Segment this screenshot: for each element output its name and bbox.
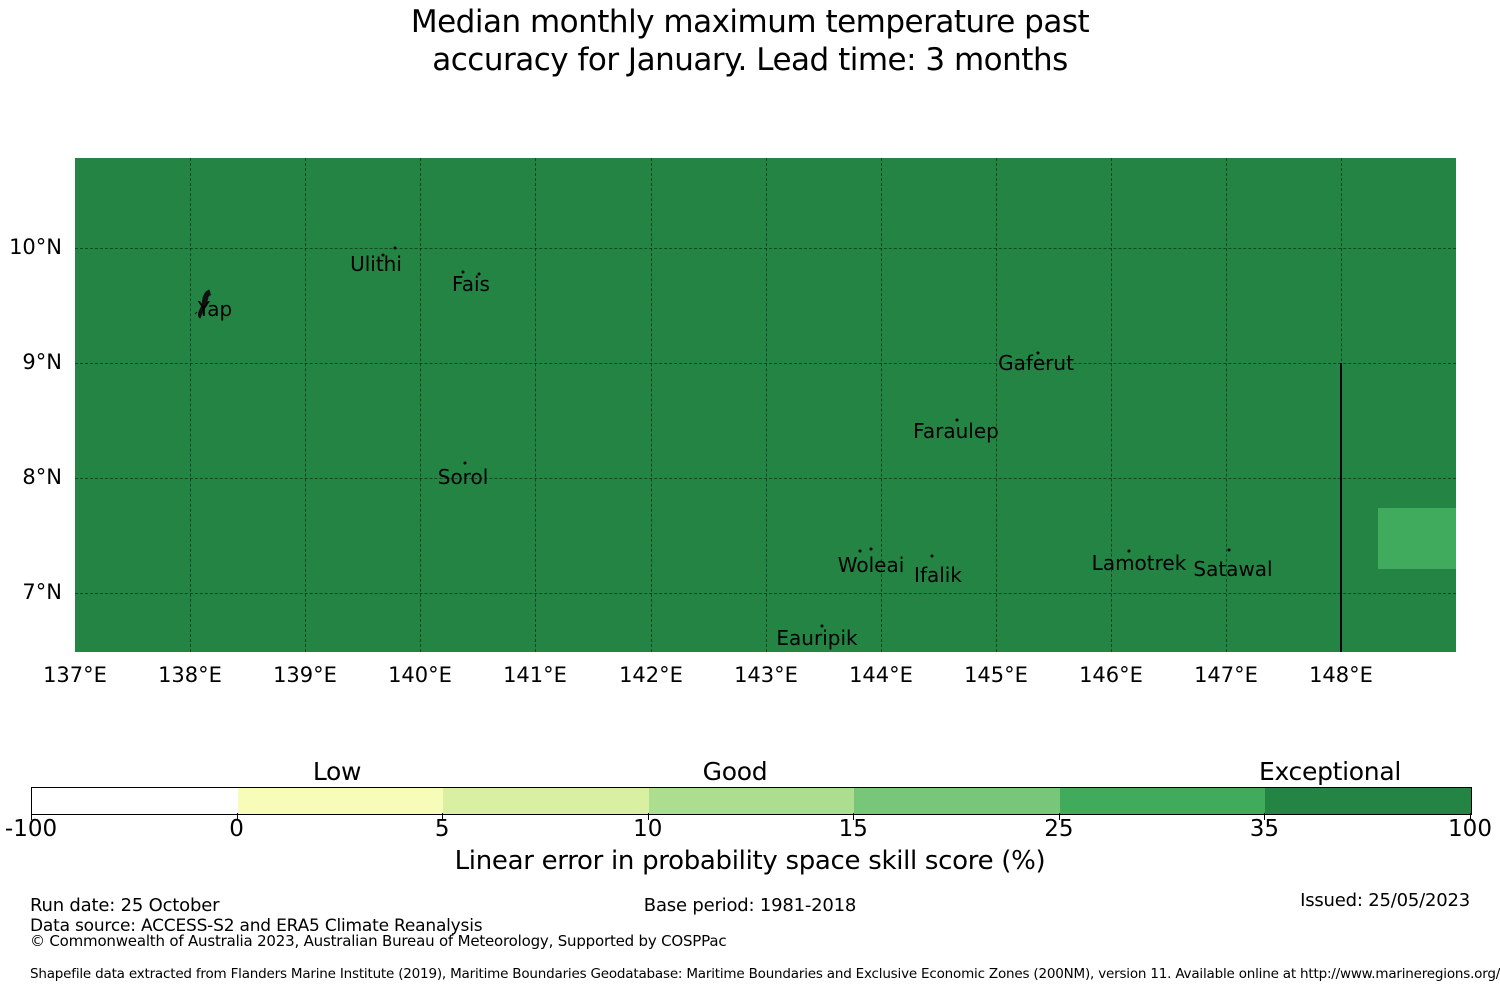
- y-axis-tick-10-n: 10°N: [9, 235, 62, 259]
- colorbar-tickmark-0: [236, 813, 238, 820]
- island-label-woleai: Woleai: [837, 553, 905, 577]
- longitude-gridline: [1111, 158, 1112, 652]
- colorbar-ticklabel-5: 5: [434, 816, 450, 842]
- colorbar-category-good: Good: [702, 757, 768, 786]
- island-label-gaferut: Gaferut: [998, 351, 1074, 375]
- longitude-gridline: [766, 158, 767, 652]
- longitude-gridline: [996, 158, 997, 652]
- chart-title-line2: accuracy for January. Lead time: 3 month…: [432, 42, 1068, 78]
- x-axis-tick-138-e: 138°E: [158, 663, 222, 687]
- colorbar-ticklabel-10: 10: [633, 816, 663, 842]
- x-axis-tick-143-e: 143°E: [734, 663, 798, 687]
- island-dot-eauripik: [820, 624, 824, 628]
- copyright-text: © Commonwealth of Australia 2023, Austra…: [30, 932, 727, 950]
- y-axis-tick-9-n: 9°N: [22, 350, 62, 374]
- chart-title-line1: Median monthly maximum temperature past: [410, 4, 1090, 40]
- colorbar-tickmark-5: [442, 813, 444, 820]
- x-axis-tick-147-e: 147°E: [1194, 663, 1258, 687]
- eez-boundary-line: [1340, 363, 1342, 652]
- colorbar-tickmark--100: [31, 813, 32, 820]
- colorbar-segment-5: [1059, 788, 1266, 814]
- latitude-gridline: [75, 248, 1456, 249]
- colorbar-segment-6: [1265, 788, 1471, 814]
- island-label-ifalik: Ifalik: [914, 563, 962, 587]
- colorbar-tickmark-100: [1470, 813, 1471, 820]
- island-label-eauripik: Eauripik: [776, 626, 858, 650]
- y-axis-tick-8-n: 8°N: [22, 465, 62, 489]
- colorbar-tickmark-25: [1058, 813, 1060, 820]
- island-dot-sorol: [463, 461, 467, 465]
- colorbar-axis-label: Linear error in probability space skill …: [454, 846, 1046, 876]
- x-axis-tick-139-e: 139°E: [273, 663, 337, 687]
- colorbar-segment-1: [237, 788, 444, 814]
- colorbar-category-exceptional: Exceptional: [1258, 757, 1402, 786]
- longitude-gridline: [420, 158, 421, 652]
- island-label-sorol: Sorol: [437, 465, 489, 489]
- colorbar: [31, 787, 1472, 815]
- island-dot-faraulep: [955, 418, 959, 422]
- chart-title: Median monthly maximum temperature past …: [0, 3, 1500, 79]
- base-period-text: Base period: 1981-2018: [643, 895, 857, 916]
- longitude-gridline: [651, 158, 652, 652]
- yap-island-shape: [194, 289, 212, 319]
- island-dot-woleai: [869, 547, 873, 551]
- colorbar-ticklabel-35: 35: [1249, 816, 1280, 842]
- island-label-ulithi: Ulithi: [350, 252, 402, 276]
- map-area: Yap Ulithi Fais Sorol Gaferut Faraulep Woleai I…: [75, 158, 1456, 652]
- island-label-fais: Fais: [452, 272, 490, 296]
- longitude-gridline: [535, 158, 536, 652]
- island-dot-gaferut: [1036, 351, 1040, 355]
- island-label-lamotrek: Lamotrek: [1091, 551, 1187, 575]
- latitude-gridline: [75, 478, 1456, 479]
- colorbar-segment-4: [854, 788, 1060, 814]
- island-dot-ifalik: [930, 554, 934, 558]
- longitude-gridline: [1226, 158, 1227, 652]
- x-axis-tick-140-e: 140°E: [388, 663, 452, 687]
- colorbar-category-low: Low: [312, 757, 362, 786]
- colorbar-segment-2: [443, 788, 649, 814]
- x-axis-tick-146-e: 146°E: [1079, 663, 1143, 687]
- y-axis-tick-7-n: 7°N: [22, 580, 62, 604]
- island-dot-fais: [477, 272, 481, 276]
- colorbar-ticklabel-0: 0: [229, 816, 244, 842]
- longitude-gridline: [881, 158, 882, 652]
- x-axis-tick-141-e: 141°E: [503, 663, 567, 687]
- x-axis-tick-148-e: 148°E: [1309, 663, 1373, 687]
- x-axis-tick-142-e: 142°E: [619, 663, 683, 687]
- skill-cell-lower-value: [1378, 508, 1456, 569]
- colorbar-tickmark-15: [853, 813, 855, 820]
- colorbar-tickmark-10: [647, 813, 649, 820]
- island-label-satawal: Satawal: [1193, 557, 1273, 581]
- island-dot-fais: [461, 270, 465, 274]
- island-dot-woleai: [858, 549, 862, 553]
- longitude-gridline: [305, 158, 306, 652]
- colorbar-ticklabel-100: 100: [1448, 816, 1492, 842]
- colorbar-segment-3: [648, 788, 855, 814]
- x-axis-tick-144-e: 144°E: [849, 663, 913, 687]
- latitude-gridline: [75, 363, 1456, 364]
- colorbar-segment-0: [32, 788, 238, 814]
- colorbar-ticklabel--100: -100: [4, 816, 58, 842]
- latitude-gridline: [75, 593, 1456, 594]
- island-dot-ulithi: [381, 253, 385, 257]
- colorbar-tickmark-35: [1264, 813, 1266, 820]
- x-axis-tick-137-e: 137°E: [43, 663, 107, 687]
- island-dot-lamotrek: [1127, 549, 1131, 553]
- island-dot-ulithi: [393, 246, 397, 250]
- shapefile-attribution-text: Shapefile data extracted from Flanders M…: [30, 966, 1500, 982]
- island-label-faraulep: Faraulep: [913, 419, 999, 443]
- x-axis-tick-145-e: 145°E: [964, 663, 1028, 687]
- longitude-gridline: [190, 158, 191, 652]
- data-source-text: Data source: ACCESS-S2 and ERA5 Climate …: [30, 916, 483, 936]
- island-dot-satawal: [1227, 548, 1231, 552]
- run-date-text: Run date: 25 October: [30, 895, 220, 916]
- island-label-yap: Yap: [197, 297, 233, 321]
- issued-date-text: Issued: 25/05/2023: [1300, 890, 1470, 911]
- colorbar-ticklabel-15: 15: [838, 816, 868, 842]
- colorbar-ticklabel-25: 25: [1044, 816, 1074, 842]
